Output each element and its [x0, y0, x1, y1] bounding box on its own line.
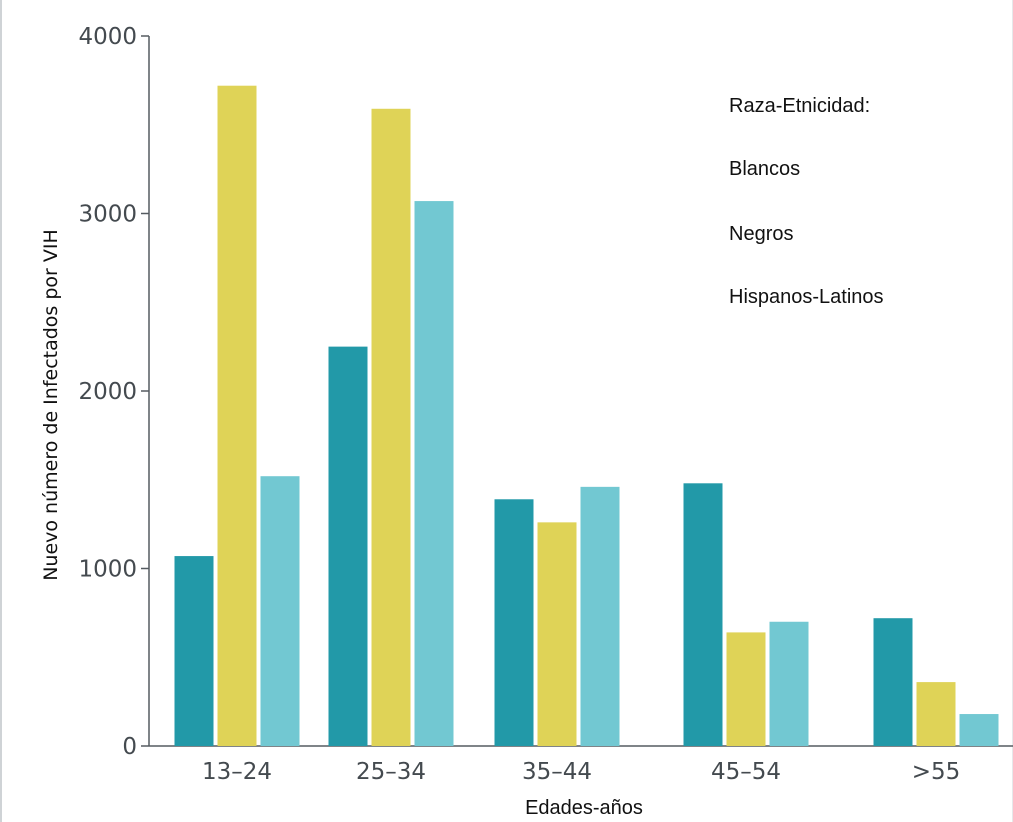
x-tick-label: 13–24 — [202, 759, 272, 785]
bar-blancos-5 — [874, 618, 913, 746]
y-tick-label: 4000 — [78, 24, 137, 50]
bar-negros-3 — [538, 522, 577, 746]
x-tick-label: 35–44 — [522, 759, 592, 785]
legend-item-hispanos-latinos: Hispanos-Latinos — [729, 286, 884, 308]
bar-hispanos-latinos-4 — [770, 622, 809, 746]
x-tick-label: 25–34 — [356, 759, 426, 785]
x-tick-label: 45–54 — [711, 759, 781, 785]
bar-negros-1 — [218, 86, 257, 746]
y-tick-label: 3000 — [78, 202, 137, 228]
x-axis: 13–24 25–34 35–44 45–54 >55 — [149, 746, 1013, 785]
legend-item-negros: Negros — [729, 223, 793, 245]
x-tick-label: >55 — [912, 759, 961, 785]
bars — [175, 86, 999, 746]
bar-negros-2 — [372, 109, 411, 746]
bar-hispanos-latinos-1 — [261, 476, 300, 746]
y-tick-label: 0 — [122, 734, 137, 760]
legend-item-blancos: Blancos — [729, 158, 800, 180]
y-tick-label: 2000 — [78, 379, 137, 405]
legend-title: Raza-Etnicidad: — [729, 95, 870, 117]
bar-hispanos-latinos-5 — [960, 714, 999, 746]
y-axis: 0 1000 2000 3000 4000 — [78, 24, 149, 760]
bar-blancos-2 — [329, 347, 368, 746]
bar-hispanos-latinos-2 — [415, 201, 454, 746]
x-axis-title: Edades-años — [525, 797, 643, 819]
bar-negros-4 — [727, 632, 766, 746]
bar-hispanos-latinos-3 — [581, 487, 620, 746]
bar-blancos-3 — [495, 499, 534, 746]
bar-blancos-4 — [684, 483, 723, 746]
bar-blancos-1 — [175, 556, 214, 746]
legend: Raza-Etnicidad: Blancos Negros Hispanos-… — [729, 95, 884, 308]
y-axis-title: Nuevo número de Infectados por VIH — [40, 229, 62, 581]
bar-negros-5 — [917, 682, 956, 746]
y-tick-label: 1000 — [78, 557, 137, 583]
